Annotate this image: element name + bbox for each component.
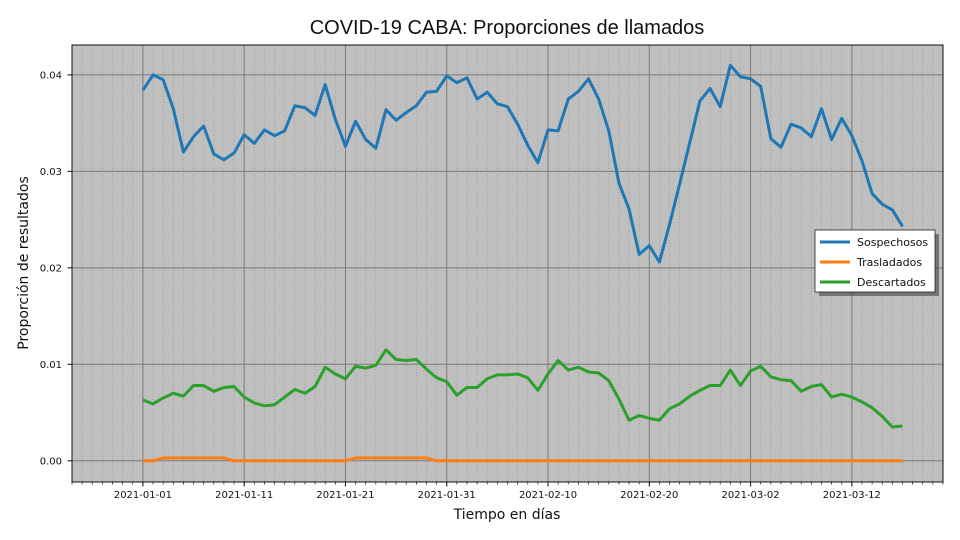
- series-line-descartados: [142, 348, 903, 429]
- plot-area: [72, 45, 943, 482]
- x-axis: 2021-01-01 2021-01-11 2021-01-21 2021-01-31…: [71, 482, 944, 501]
- y-tick-label: 0.03: [40, 167, 62, 178]
- x-tick-label: 2021-01-01: [114, 490, 172, 501]
- x-tick-label: 2021-02-10: [519, 490, 577, 501]
- legend: Sospechosos Trasladados Descartados: [814, 229, 939, 296]
- legend-label-descartados: Descartados: [857, 276, 926, 289]
- series-line-sospechosos: [141, 63, 904, 264]
- series-line-trasladados: [142, 456, 903, 463]
- x-tick-label: 2021-01-31: [418, 490, 476, 501]
- x-tick-label: 2021-01-21: [316, 490, 374, 501]
- y-tick-label: 0.04: [40, 70, 62, 81]
- x-tick-label: 2021-01-11: [215, 490, 273, 501]
- series-layer: [141, 63, 904, 463]
- y-tick-label: 0.01: [40, 360, 62, 371]
- chart-title: COVID-19 CABA: Proporciones de llamados: [310, 17, 705, 39]
- legend-label-sospechosos: Sospechosos: [857, 236, 928, 249]
- x-tick-label: 2021-03-12: [823, 490, 881, 501]
- x-axis-label: Tiempo en días: [453, 507, 561, 523]
- y-axis: 0.00 0.01 0.02 0.03 0.04: [40, 70, 72, 467]
- y-tick-label: 0.02: [40, 263, 62, 274]
- y-tick-label: 0.00: [40, 456, 62, 467]
- legend-label-trasladados: Trasladados: [856, 256, 922, 269]
- x-tick-label: 2021-03-02: [722, 490, 780, 501]
- y-axis-label: Proporción de resultados: [16, 176, 32, 349]
- x-tick-label: 2021-02-20: [620, 490, 678, 501]
